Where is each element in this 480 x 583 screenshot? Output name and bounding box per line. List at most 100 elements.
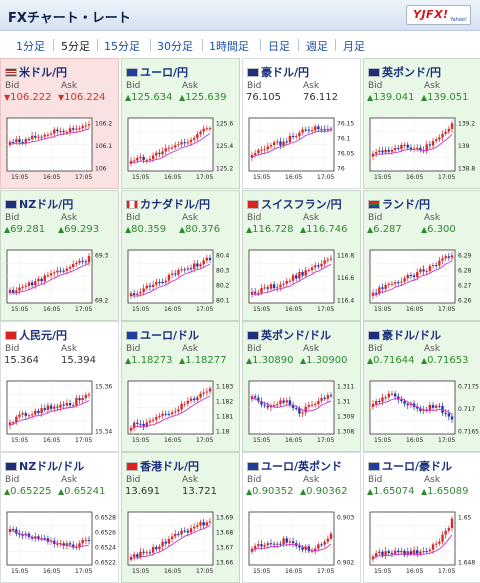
x-tick-label: 16:05 [43,174,60,181]
candle-body [390,150,394,152]
rate-tile[interactable]: 英ポンド/円 Bid Ask ▲139.041 ▲139.051 139.2 139 138.… [363,58,480,189]
candle-body [199,393,202,398]
tab-3[interactable]: 15分足 [104,40,140,53]
candle-body [84,261,88,263]
candle-body [393,550,397,554]
mini-chart[interactable]: 0.903 0.902 15:05 16:05 17:05 [246,508,358,582]
candle-body [155,152,158,156]
tab-7[interactable]: 週足 [306,40,328,53]
tab-2[interactable]: 5分足 [61,40,90,53]
tab-8[interactable]: 月足 [343,40,365,53]
flag-icon [5,200,17,209]
rate-tile[interactable]: 香港ドル/円 Bid Ask 13.691 13.721 13.69 13.68 13.67 1… [121,452,240,583]
candle-body [441,133,444,138]
rate-tile[interactable]: 人民元/円 Bid Ask 15.364 15.394 15.36 15.34 15:05 16… [0,321,119,452]
pair-name[interactable]: 香港ドル/円 [126,458,199,474]
pair-name[interactable]: 豪ドル/ドル [368,327,441,343]
mini-chart[interactable]: 106.2 106.1 106 15:05 16:05 17:05 [4,114,116,188]
candle-body [167,147,171,149]
mini-chart[interactable]: 13.69 13.68 13.67 13.66 15:05 16:05 17:05 [125,508,237,582]
candle-body [164,541,167,544]
pair-name[interactable]: NZドル/円 [5,196,73,212]
arrow-up-icon: ▲ [4,225,11,234]
pair-name[interactable]: カナダドル/円 [126,196,210,212]
ask-number: 106.224 [64,92,106,103]
rate-tile[interactable]: 英ポンド/ドル Bid Ask ▲1.30890 ▲1.30900 1.311 1.31 1.… [242,321,361,452]
mini-chart[interactable]: 139.2 139 138.8 15:05 16:05 17:05 [367,114,479,188]
rate-tile[interactable]: 豪ドル/円 Bid Ask 76.105 76.112 76.15 76.1 76.05 76 1… [242,58,361,189]
ask-value: ▲1.18277 [179,355,227,366]
mini-chart[interactable]: 125.6 125.4 125.2 15:05 16:05 17:05 [125,114,237,188]
candle-body [326,395,330,399]
candle-body [167,538,171,544]
pair-name[interactable]: 米ドル/円 [5,64,67,80]
mini-chart[interactable]: 80.4 80.3 80.2 80.1 15:05 16:05 17:05 [125,246,237,320]
pair-label: ユーロ/英ポンド [261,460,343,473]
mini-chart[interactable]: 1.183 1.182 1.181 1.18 15:05 16:05 17:05 [125,377,237,451]
rate-tile[interactable]: NZドル/ドル Bid Ask ▲0.65225 ▲0.65241 0.6528 0.652… [0,452,119,583]
ask-value: 13.721 [182,486,217,497]
candle-body [129,293,133,297]
pair-label: 香港ドル/円 [140,460,200,473]
mini-chart[interactable]: 1.311 1.31 1.309 1.308 15:05 16:05 17:05 [246,377,358,451]
bid-number: 116.728 [252,224,294,235]
pair-name[interactable]: ユーロ/ドル [126,327,199,343]
candle-body [27,415,31,417]
rate-tile[interactable]: ユーロ/豪ドル Bid Ask ▲1.65074 ▲1.65089 1.65 1.648 15… [363,452,480,583]
mini-chart[interactable]: 0.7175 0.717 0.7165 15:05 16:05 17:05 [367,377,479,451]
tab-4[interactable]: 30分足 [157,40,193,53]
pair-name[interactable]: 英ポンド/ドル [247,327,331,343]
candle-body [193,526,196,529]
mini-chart[interactable]: 69.3 69.2 15:05 16:05 17:05 [4,246,116,320]
rate-tile[interactable]: 豪ドル/ドル Bid Ask ▲0.71644 ▲0.71653 0.7175 0.717 0… [363,321,480,452]
pair-name[interactable]: 人民元/円 [5,327,67,343]
pair-name[interactable]: 英ポンド/円 [368,64,441,80]
rate-tile[interactable]: スイスフラン/円 Bid Ask ▲116.728 ▲116.746 116.8 116.6… [242,190,361,321]
rate-tile[interactable]: ランド/円 Bid Ask ▲6.287 ▲6.300 6.29 6.28 6.27 6.26 1… [363,190,480,321]
tab-1[interactable]: 1分足 [16,40,45,53]
bid-label: Bid [5,475,20,485]
pair-name[interactable]: ユーロ/豪ドル [368,458,452,474]
mini-chart[interactable]: 0.6528 0.6526 0.6524 0.6522 15:05 16:05 17:05 [4,508,116,582]
y-tick-label: 69.3 [95,253,109,260]
x-tick-label: 16:05 [164,174,181,181]
candle-body [37,136,40,138]
mini-chart[interactable]: 15.36 15.34 15:05 16:05 17:05 [4,377,116,451]
ask-value: ▲80.376 [179,224,220,235]
candle-body [250,396,254,400]
tab-5[interactable]: 1時間足 [209,40,249,53]
candle-body [381,150,384,153]
pair-label: 米ドル/円 [19,66,68,79]
rate-tile[interactable]: ユーロ/ドル Bid Ask ▲1.18273 ▲1.18277 1.183 1.182 1.… [121,321,240,452]
mini-chart[interactable]: 116.8 116.6 116.4 15:05 16:05 17:05 [246,246,358,320]
candle-body [136,422,139,424]
pair-name[interactable]: ランド/円 [368,196,430,212]
candle-body [139,156,142,159]
rate-tile[interactable]: カナダドル/円 Bid Ask ▲80.359 ▲80.376 80.4 80.3 80.2 8… [121,190,240,321]
pair-name[interactable]: NZドル/ドル [5,458,84,474]
rate-tile[interactable]: NZドル/円 Bid Ask ▲69.281 ▲69.293 69.3 69.2 15:05 1… [0,190,119,321]
rate-tile[interactable]: ユーロ/英ポンド Bid Ask ▲0.90352 ▲0.90362 0.903 0.902… [242,452,361,583]
tab-6[interactable]: 日足 [268,40,290,53]
mini-chart[interactable]: 1.65 1.648 15:05 16:05 17:05 [367,508,479,582]
candle-body [263,287,266,289]
candle-body [384,397,387,399]
pair-name[interactable]: ユーロ/円 [126,64,188,80]
yjfx-logo[interactable]: YJFX! Yahoo! [406,5,471,25]
x-tick-label: 17:05 [75,437,92,444]
pair-name[interactable]: ユーロ/英ポンド [247,458,342,474]
rate-tile[interactable]: ユーロ/円 Bid Ask ▲125.634 ▲125.639 125.6 125.4 125… [121,58,240,189]
candle-body [285,400,288,403]
y-tick-label: 6.26 [458,298,472,305]
mini-chart[interactable]: 76.15 76.1 76.05 76 15:05 16:05 17:05 [246,114,358,188]
pair-name[interactable]: スイスフラン/円 [247,196,342,212]
candle-body [208,128,212,130]
bid-value: ▲1.18273 [125,355,173,366]
candle-body [193,263,196,269]
pair-name[interactable]: 豪ドル/円 [247,64,309,80]
mini-chart[interactable]: 6.29 6.28 6.27 6.26 15:05 16:05 17:05 [367,246,479,320]
rate-tile[interactable]: 米ドル/円 Bid Ask ▼106.222 ▼106.224 106.2 106.1 106… [0,58,119,189]
flag-icon [247,68,259,77]
candle-body [202,522,205,526]
candle-body [15,416,18,423]
